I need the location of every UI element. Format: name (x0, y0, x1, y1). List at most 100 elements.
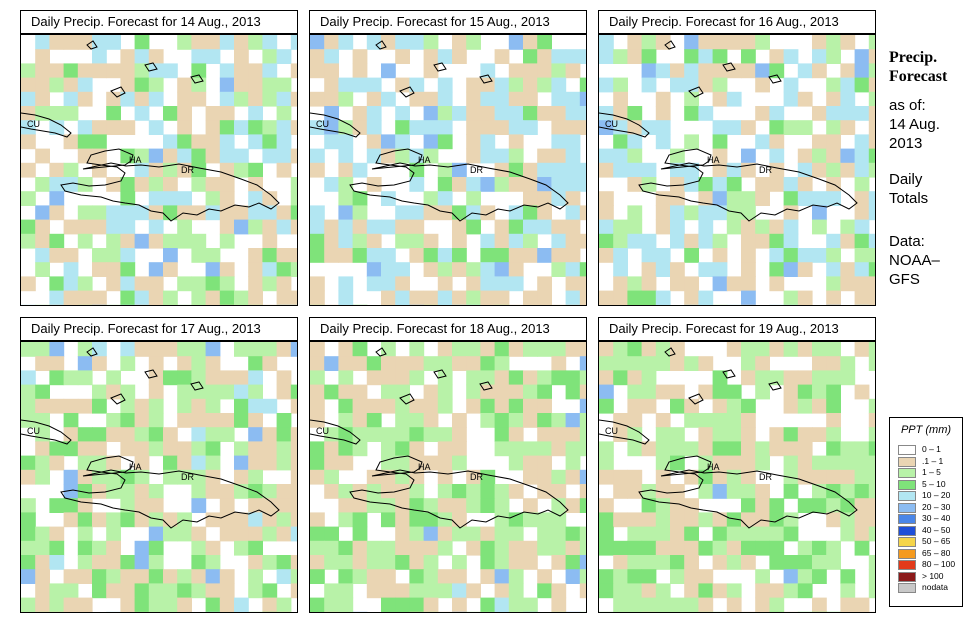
precip-cell (480, 148, 496, 164)
precip-cell (537, 106, 552, 121)
precip-cell (655, 526, 671, 542)
precip-cell (726, 469, 742, 485)
precip-cell (854, 455, 870, 471)
precip-cell (655, 512, 671, 528)
precip-cell (627, 427, 643, 442)
precip-cell (205, 290, 221, 305)
precip-cell (494, 484, 510, 499)
precip-cell (191, 162, 207, 178)
precip-cell (163, 191, 178, 206)
precip-cell (276, 162, 292, 178)
precip-cell (755, 63, 770, 79)
precip-cell (381, 63, 396, 79)
precip-cell (234, 63, 249, 79)
precip-cell (769, 106, 785, 121)
precip-cell (338, 276, 354, 292)
precip-cell (783, 205, 799, 221)
precip-cell (812, 384, 827, 400)
precip-cell (627, 398, 643, 414)
precip-cell (854, 304, 870, 305)
precip-cell (641, 290, 657, 305)
precip-cell (565, 384, 581, 400)
precip-cell (248, 526, 263, 542)
precip-cell (77, 569, 93, 584)
precip-cell (324, 177, 339, 192)
precip-cell (205, 583, 221, 599)
precip-cell (205, 342, 221, 357)
precip-cell (826, 91, 841, 107)
precip-cell (599, 498, 614, 513)
precip-cell (163, 304, 178, 305)
precip-cell (854, 611, 870, 612)
precip-map: CU HA DR (598, 341, 876, 613)
precip-cell (641, 276, 657, 292)
precip-cell (262, 583, 278, 599)
precip-cell (35, 148, 50, 164)
precip-cell (452, 526, 467, 542)
precip-cell (366, 233, 382, 249)
dr-label: DR (759, 165, 772, 175)
precip-cell (205, 356, 221, 371)
precip-cell (338, 441, 354, 457)
precip-cell (466, 384, 481, 400)
precip-cell (854, 512, 870, 528)
precip-cell (106, 63, 121, 79)
precip-cell (395, 526, 410, 542)
precip-cell (219, 35, 235, 50)
precip-cell (77, 498, 93, 513)
precip-cell (120, 290, 136, 305)
precip-cell (248, 569, 263, 584)
data-label: Data: (889, 233, 925, 250)
precip-cell (92, 512, 107, 528)
forecast-panel-15-aug: Daily Precip. Forecast for 15 Aug., 2013… (309, 10, 587, 306)
precip-cell (423, 398, 439, 414)
precip-cell (854, 162, 870, 178)
precip-cell (35, 49, 50, 64)
precip-cell (77, 370, 93, 386)
precip-cell (290, 441, 297, 457)
precip-cell (120, 398, 136, 414)
precip-cell (494, 233, 510, 249)
precip-cell (205, 120, 221, 135)
precip-cell (134, 569, 150, 584)
precip-cell (466, 498, 481, 513)
precip-cell (63, 512, 79, 528)
precip-cell (712, 540, 728, 556)
precip-cell (77, 597, 93, 612)
precip-cell (613, 162, 628, 178)
precip-cell (148, 583, 164, 599)
precip-cell (381, 35, 396, 50)
precip-cell (684, 441, 699, 457)
precip-cell (324, 484, 339, 499)
precip-cell (395, 304, 410, 305)
precip-cell (148, 91, 164, 107)
precip-cell (423, 205, 439, 221)
precip-cell (599, 526, 614, 542)
precip-cell (381, 512, 396, 528)
precip-cell (310, 455, 325, 471)
precip-cell (494, 77, 510, 93)
precip-cell (670, 233, 685, 249)
precip-cell (148, 569, 164, 584)
precip-cell (565, 63, 581, 79)
precip-cell (698, 191, 714, 206)
precip-cell (49, 611, 65, 612)
precip-cell (494, 597, 510, 612)
precip-cell (840, 63, 856, 79)
precip-cell (698, 512, 714, 528)
precip-cell (63, 248, 79, 263)
precip-cell (338, 342, 354, 357)
precip-cell (437, 205, 453, 221)
precip-cell (854, 290, 870, 305)
precip-cell (523, 398, 538, 414)
sidebar-asof: as of: 14 Aug. 2013 (889, 96, 940, 153)
precip-cell (92, 384, 107, 400)
precip-cell (310, 205, 325, 221)
precip-cell (551, 555, 567, 570)
precip-cell (49, 191, 65, 206)
precip-cell (395, 540, 410, 556)
hispaniola-outline (60, 148, 280, 222)
precip-cell (579, 177, 586, 192)
precip-cell (741, 49, 756, 64)
